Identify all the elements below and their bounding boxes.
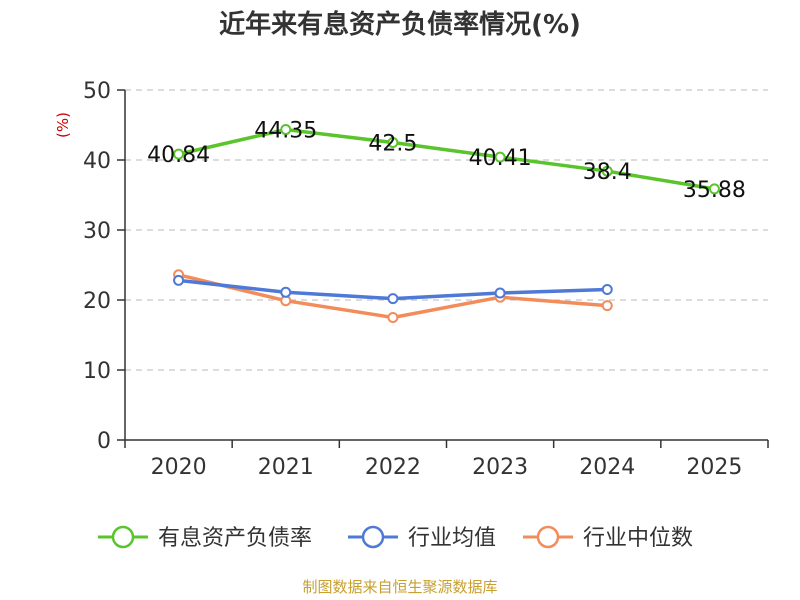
data-point bbox=[387, 293, 399, 305]
y-tick-label: 0 bbox=[97, 429, 111, 454]
source-note: 制图数据来自恒生聚源数据库 bbox=[302, 578, 497, 596]
x-tick-label: 2022 bbox=[365, 455, 421, 480]
legend-label: 有息资产负债率 bbox=[158, 526, 312, 551]
data-point bbox=[387, 312, 399, 323]
legend-marker bbox=[361, 525, 385, 549]
data-point bbox=[601, 165, 613, 177]
legend: 有息资产负债率 行业均值 行业中位数 bbox=[98, 525, 693, 551]
data-point bbox=[280, 124, 292, 136]
legend-item: 行业均值 bbox=[348, 525, 496, 551]
data-point bbox=[280, 286, 292, 298]
y-tick-label: 20 bbox=[83, 289, 111, 314]
legend-item: 有息资产负债率 bbox=[98, 525, 312, 551]
data-point bbox=[708, 183, 720, 195]
y-tick-label: 50 bbox=[83, 79, 111, 104]
y-tick-label: 10 bbox=[83, 359, 111, 384]
data-point bbox=[494, 287, 506, 299]
x-tick-label: 2023 bbox=[472, 455, 528, 480]
x-tick-label: 2025 bbox=[686, 455, 742, 480]
axes: 0 10 20 30 40 50 2020 2021 2022 2023 2024 2025 bbox=[83, 79, 769, 480]
legend-label: 行业均值 bbox=[408, 526, 496, 551]
series bbox=[173, 124, 720, 323]
x-tick-label: 2021 bbox=[258, 455, 314, 480]
data-point bbox=[173, 148, 185, 160]
data-point bbox=[601, 300, 613, 312]
data-label: 35.88 bbox=[683, 178, 746, 203]
x-tick-label: 2024 bbox=[579, 455, 635, 480]
legend-label: 行业中位数 bbox=[583, 526, 693, 551]
y-tick-label: 40 bbox=[83, 149, 111, 174]
data-labels: 40.84 44.35 42.5 40.41 38.4 35.88 bbox=[147, 119, 746, 203]
grid bbox=[125, 89, 768, 371]
chart-title: 近年来有息资产负债率情况(%) bbox=[219, 9, 581, 40]
legend-marker bbox=[536, 525, 560, 549]
data-point bbox=[387, 137, 399, 148]
data-point bbox=[601, 284, 613, 295]
data-label: 40.41 bbox=[469, 146, 532, 171]
data-point bbox=[494, 151, 506, 163]
series-line bbox=[178, 127, 715, 191]
data-label: 38.4 bbox=[583, 160, 632, 185]
data-label: 42.5 bbox=[368, 132, 417, 157]
y-tick-label: 30 bbox=[83, 219, 111, 244]
y-axis-unit-label: (%) bbox=[54, 112, 72, 138]
legend-item: 行业中位数 bbox=[523, 525, 693, 551]
data-label: 40.84 bbox=[147, 143, 210, 168]
data-point bbox=[173, 274, 185, 286]
data-label: 44.35 bbox=[254, 119, 317, 144]
x-tick-label: 2020 bbox=[151, 455, 207, 480]
legend-marker bbox=[111, 525, 135, 549]
